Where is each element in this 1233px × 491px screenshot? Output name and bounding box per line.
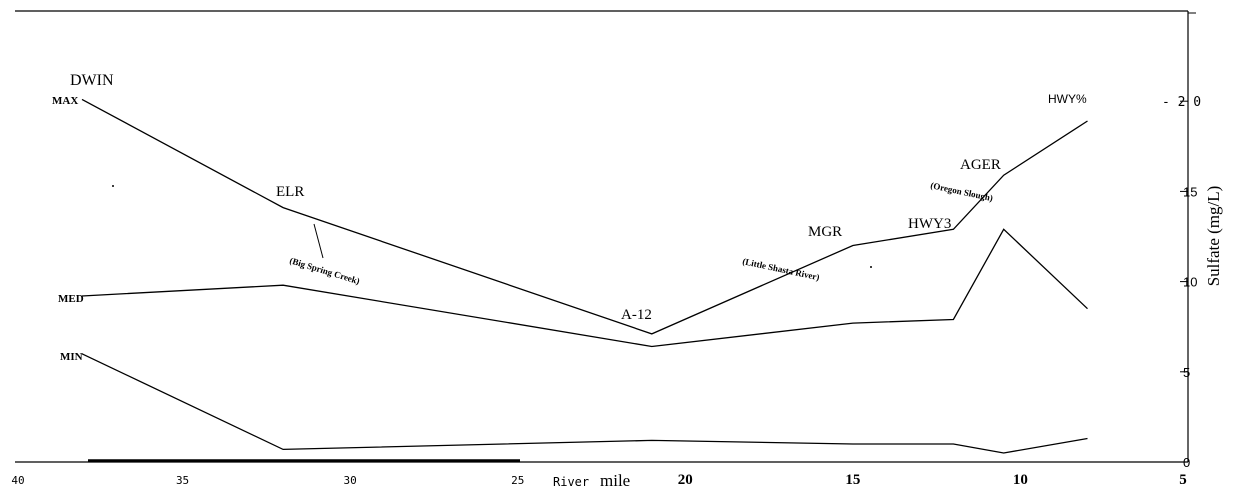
annotation-oregon-slough: (Oregon Slough): [930, 180, 994, 203]
x-tick-label: 25: [511, 474, 524, 487]
x-tick-label: 10: [1013, 472, 1028, 488]
x-axis-label-prefix: River: [553, 475, 589, 489]
y-axis-label: Sulfate (mg/L): [1204, 186, 1223, 287]
x-tick-label: 35: [176, 474, 189, 487]
series-lines: [81, 98, 1088, 454]
series-line-med: [81, 228, 1088, 348]
annotation-little-shasta-river: (Little Shasta River): [742, 256, 821, 282]
site-label-ager: AGER: [960, 157, 1001, 173]
y-tick-label: 5: [1183, 365, 1190, 380]
x-tick-label: 30: [344, 474, 357, 487]
series-line-min: [81, 353, 1088, 454]
big-spring-creek-leader: [313, 223, 324, 259]
series-label-med: MED: [58, 293, 84, 305]
site-label-hwy-pct: HWY%: [1048, 92, 1087, 106]
site-label-hwy3: HWY3: [908, 216, 951, 232]
y-tick-label: 15: [1183, 184, 1197, 199]
stray-dot: [112, 185, 114, 187]
x-tick-label: 15: [845, 472, 860, 488]
series-label-min: MIN: [60, 351, 83, 363]
x-tick-label: 20: [678, 472, 693, 488]
series-line-max: [81, 98, 1088, 335]
x-tick-labels: 40 35 30 25 20 15 10 5: [11, 472, 1186, 488]
site-label-a12: A-12: [621, 307, 652, 323]
y-tick-label: 0: [1183, 455, 1190, 470]
annotation-big-spring-creek: (Big Spring Creek): [288, 255, 361, 286]
x-tick-label: 40: [11, 474, 24, 487]
x-tick-label: 5: [1179, 472, 1187, 488]
stray-dot: [870, 266, 872, 268]
x-axis-label: mile: [600, 471, 630, 490]
site-label-mgr: MGR: [808, 224, 842, 240]
y-tick-label: 10: [1183, 275, 1197, 290]
site-label-elr: ELR: [276, 184, 304, 200]
y-tick-marks: [1180, 12, 1196, 463]
y-tick-labels: 0 5 10 15 - 2 0: [1162, 95, 1201, 470]
site-label-dwin: DWIN: [70, 72, 114, 89]
series-label-max: MAX: [52, 95, 78, 107]
y-tick-label: - 2 0: [1162, 95, 1201, 110]
